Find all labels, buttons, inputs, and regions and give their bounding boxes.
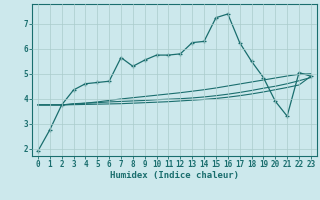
X-axis label: Humidex (Indice chaleur): Humidex (Indice chaleur) [110, 171, 239, 180]
